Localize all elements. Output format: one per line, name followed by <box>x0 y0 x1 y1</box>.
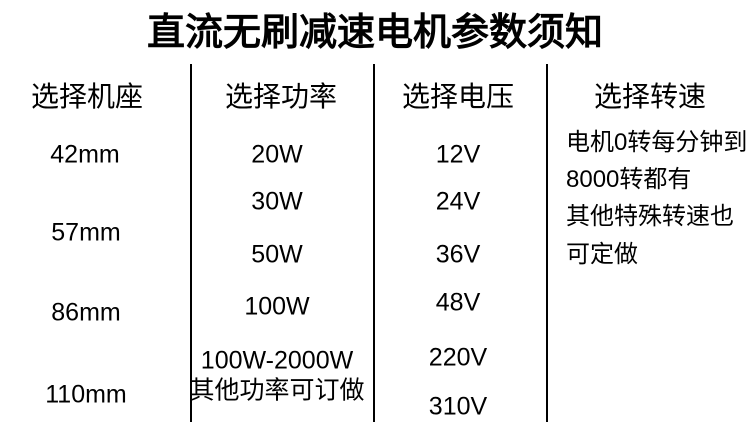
column-divider-1 <box>190 64 192 422</box>
power-option: 20W <box>251 140 303 169</box>
power-option: 30W <box>251 187 303 216</box>
frame-size-option: 57mm <box>51 218 121 247</box>
power-custom-note: 其他功率可订做 <box>189 376 365 405</box>
power-option: 100W <box>244 292 310 321</box>
speed-note-line: 其他特殊转速也 <box>566 203 734 230</box>
frame-size-option: 86mm <box>51 298 121 327</box>
frame-size-option: 42mm <box>50 140 120 169</box>
voltage-option: 24V <box>435 187 481 216</box>
power-option: 50W <box>251 240 303 269</box>
speed-note-line: 电机0转每分钟到 <box>566 129 748 156</box>
power-option: 100W-2000W <box>200 346 354 375</box>
voltage-option: 48V <box>435 288 481 317</box>
column-header-speed: 选择转速 <box>593 81 707 112</box>
speed-note-line: 可定做 <box>566 241 638 268</box>
column-divider-3 <box>546 64 548 422</box>
speed-note-line: 8000转都有 <box>566 166 692 193</box>
page-title: 直流无刷减速电机参数须知 <box>146 12 603 54</box>
voltage-option: 220V <box>428 343 488 372</box>
column-header-voltage: 选择电压 <box>401 81 515 112</box>
column-header-power: 选择功率 <box>224 81 338 112</box>
voltage-option: 12V <box>435 140 481 169</box>
voltage-option: 310V <box>428 392 488 421</box>
voltage-option: 36V <box>435 240 481 269</box>
column-header-frame-size: 选择机座 <box>30 81 144 112</box>
frame-size-option: 110mm <box>45 380 127 409</box>
column-divider-2 <box>373 64 375 422</box>
